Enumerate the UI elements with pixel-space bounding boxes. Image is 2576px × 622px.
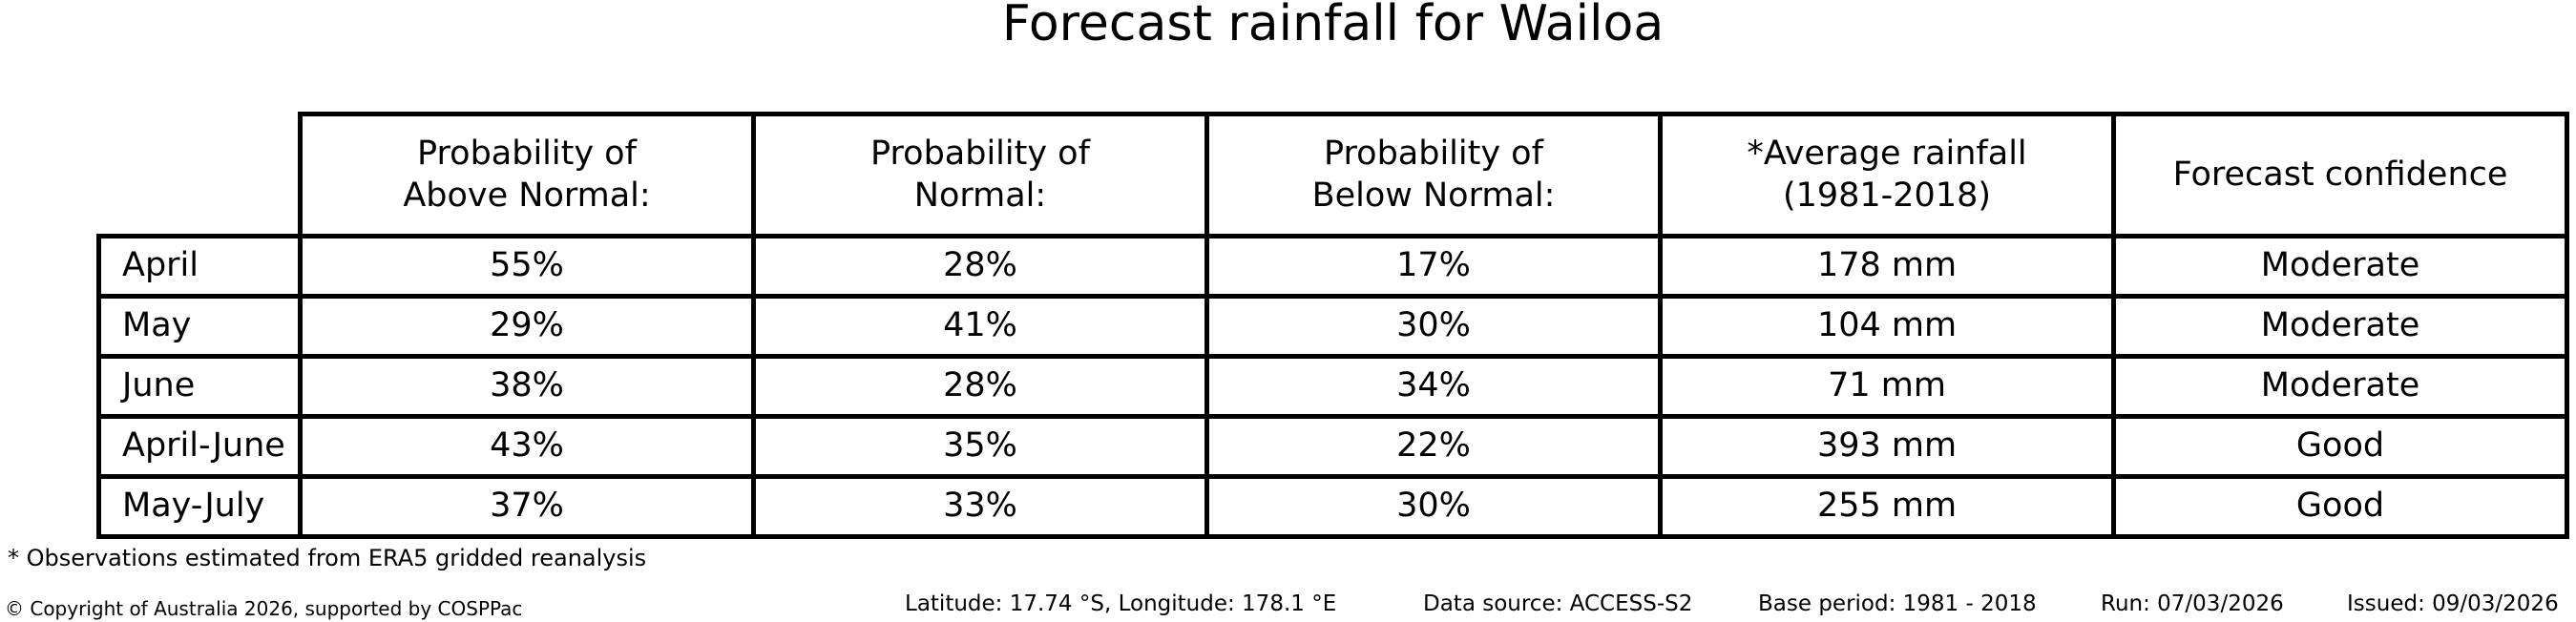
table-cell: 38% [303, 359, 751, 414]
observations-footnote: * Observations estimated from ERA5 gridd… [8, 545, 647, 571]
table-cell: 35% [756, 419, 1204, 474]
base-period-text: Base period: 1981 - 2018 [1758, 591, 2037, 616]
copyright-text: © Copyright of Australia 2026, supported… [5, 597, 523, 620]
column-header-below-normal: Probability of Below Normal: [1209, 116, 1658, 234]
table-cell: 30% [1209, 479, 1658, 534]
table-cell: Moderate [2116, 299, 2565, 354]
table-cell: Moderate [2116, 359, 2565, 414]
table-cell: 255 mm [1663, 479, 2111, 534]
table-cell: 28% [756, 359, 1204, 414]
table-cell: 37% [303, 479, 751, 534]
table-cell: 33% [756, 479, 1204, 534]
issued-date-text: Issued: 09/03/2026 [2347, 591, 2559, 616]
row-label-june: June [101, 359, 298, 414]
table-cell: 393 mm [1663, 419, 2111, 474]
table-cell: 29% [303, 299, 751, 354]
row-label-april-june: April-June [101, 419, 298, 474]
row-label-may-july: May-July [101, 479, 298, 534]
table-cell: 28% [756, 238, 1204, 294]
forecast-table-body: April 55% 28% 17% 178 mm Moderate May 29… [96, 234, 2569, 539]
table-cell: Moderate [2116, 238, 2565, 294]
row-label-april: April [101, 238, 298, 294]
table-cell: Good [2116, 419, 2565, 474]
column-header-average-rainfall: *Average rainfall (1981-2018) [1663, 116, 2111, 234]
table-cell: Good [2116, 479, 2565, 534]
column-header-above-normal: Probability of Above Normal: [303, 116, 751, 234]
row-label-may: May [101, 299, 298, 354]
table-cell: 178 mm [1663, 238, 2111, 294]
data-source-text: Data source: ACCESS-S2 [1423, 591, 1693, 616]
table-cell: 22% [1209, 419, 1658, 474]
table-cell: 17% [1209, 238, 1658, 294]
column-header-forecast-confidence: Forecast confidence [2116, 116, 2565, 234]
table-header-row: Probability of Above Normal: Probability… [298, 112, 2569, 238]
page-title: Forecast rainfall for Wailoa [1001, 0, 1665, 52]
run-date-text: Run: 07/03/2026 [2101, 591, 2284, 616]
table-cell: 71 mm [1663, 359, 2111, 414]
table-cell: 55% [303, 238, 751, 294]
table-cell: 41% [756, 299, 1204, 354]
table-cell: 34% [1209, 359, 1658, 414]
lat-lon-text: Latitude: 17.74 °S, Longitude: 178.1 °E [905, 591, 1337, 616]
column-header-normal: Probability of Normal: [756, 116, 1204, 234]
table-cell: 43% [303, 419, 751, 474]
table-cell: 104 mm [1663, 299, 2111, 354]
table-cell: 30% [1209, 299, 1658, 354]
